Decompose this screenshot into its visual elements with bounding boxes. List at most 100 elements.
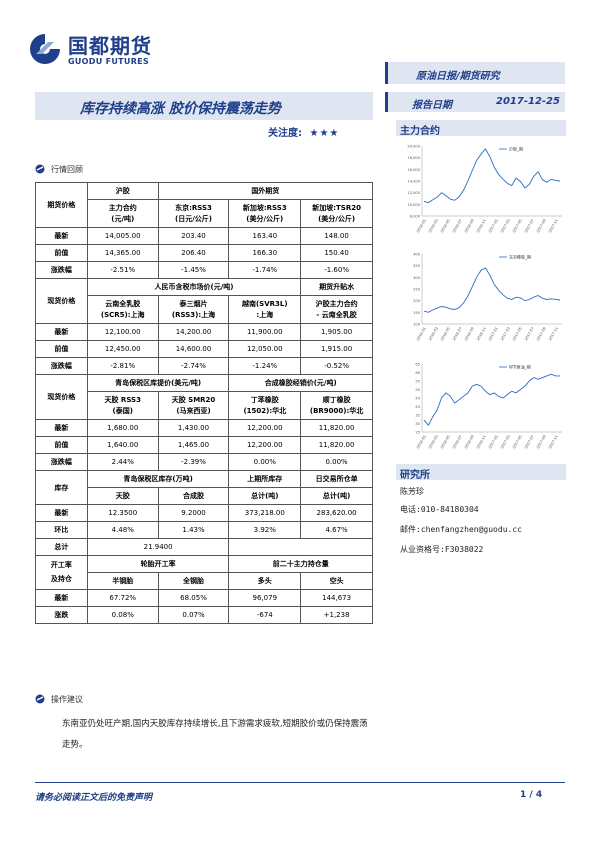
table-row: 最新 67.72% 68.05% 96,079 144,673 (35, 589, 373, 607)
category-text: 原油日报/期货研究 (416, 71, 500, 82)
y-tick-label: 8,000 (410, 215, 421, 219)
x-tick-label: 2017-09 (536, 326, 547, 342)
y-tick-label: 20,000 (407, 145, 420, 149)
legend-label: 沪胶_期 (509, 146, 523, 152)
table-row: 涨跌幅 2.44% -2.39% 0.00% 0.00% (35, 453, 373, 471)
x-tick-label: 2016-11 (476, 219, 487, 234)
row-label: 涨跌幅 (35, 453, 88, 471)
research-title-bar: 研究所 (396, 464, 566, 481)
logo: 国都期货 GUODU FUTURES (28, 30, 188, 74)
cell: 0.00% (300, 453, 373, 471)
cell: 12,100.00 (86, 323, 159, 341)
cell: 1,915.00 (300, 340, 373, 358)
bonded-group1-head: 青岛保税区库提价(美元/吨) (86, 374, 230, 392)
cell: 144,673 (300, 589, 373, 607)
cell: 3.92% (228, 521, 302, 539)
cell: 0.07% (157, 606, 230, 624)
table-row: 涨跌幅 -2.51% -1.45% -1.74% -1.60% (35, 261, 373, 279)
cell: 148.00 (300, 227, 373, 245)
operating-subhead-3: 空头 (300, 572, 373, 590)
y-tick-label: 18,000 (407, 156, 420, 160)
x-tick-label: 2016-01 (416, 219, 427, 234)
analyst-license: 从业资格号:F3038022 (400, 545, 484, 554)
cell: -1.74% (228, 261, 302, 279)
x-tick-label: 2017-09 (536, 218, 547, 234)
y-tick-label: 45 (415, 397, 420, 401)
cell: 1,640.00 (86, 436, 159, 454)
logo-cn: 国都期货 (68, 34, 152, 58)
row-label: 涨跌幅 (35, 261, 88, 279)
futures-subhead-0: 主力合约 (元/吨) (86, 199, 159, 228)
inventory-col4-head: 日交易所仓单 (300, 470, 373, 488)
futures-subhead-3: 新加坡:TSR20 (美分/公斤) (300, 199, 373, 228)
cell: 14,005.00 (86, 227, 159, 245)
cell: 12,200.00 (228, 419, 302, 437)
cell: -1.24% (228, 357, 302, 375)
x-tick-label: 2016-05 (440, 327, 451, 342)
x-tick-label: 2017-05 (512, 435, 523, 450)
cell: 1,905.00 (300, 323, 373, 341)
y-tick-label: 30 (415, 422, 420, 426)
cell: 150.40 (300, 244, 373, 262)
cell: 14,365.00 (86, 244, 159, 262)
row-label: 最新 (35, 323, 88, 341)
cell: -0.52% (300, 357, 373, 375)
x-tick-label: 2017-11 (548, 327, 559, 342)
page-title: 库存持续高涨 胶价保持震荡走势 (80, 101, 281, 117)
y-tick-label: 55 (415, 380, 420, 384)
cell: 12,450.00 (86, 340, 159, 358)
report-date-label: 报告日期 (412, 100, 452, 111)
cell: 206.40 (157, 244, 230, 262)
table-row: 最新 12.3500 9.2000 373,218.00 283,620.00 (35, 504, 373, 522)
table-row: 涨跌幅 -2.81% -2.74% -1.24% -0.52% (35, 357, 373, 375)
inventory-subhead-1: 合成胶 (157, 487, 230, 505)
cell: 67.72% (86, 589, 159, 607)
row-label: 总计 (35, 538, 88, 556)
spot-col4-head: 期货升贴水 (300, 278, 373, 296)
cell: 373,218.00 (228, 504, 302, 522)
x-tick-label: 2017-05 (512, 219, 523, 234)
table-row: 环比 4.48% 1.43% 3.92% 4.67% (35, 521, 373, 539)
inventory-subhead-2: 总计(吨) (228, 487, 302, 505)
y-tick-label: 300 (413, 276, 421, 280)
x-tick-label: 2016-11 (476, 327, 487, 342)
cell: 1,430.00 (157, 419, 230, 437)
row-label: 前值 (35, 340, 88, 358)
operation-text: 东南亚仍处旺产期,国内天胶库存持续增长,且下游需求疲软,短期胶价或仍保持震荡走势… (62, 719, 368, 750)
analyst-email[interactable]: 邮件:chenfangzhen@guodu.cc (400, 525, 522, 534)
cell-empty (228, 538, 373, 556)
y-tick-label: 150 (413, 311, 421, 315)
x-tick-label: 2017-03 (500, 219, 511, 234)
cell: 4.67% (300, 521, 373, 539)
futures-subhead-1: 东京:RSS3 (日元/公斤) (157, 199, 230, 228)
cell: 11,820.00 (300, 419, 373, 437)
row-label: 最新 (35, 227, 88, 245)
x-tick-label: 2016-07 (452, 435, 463, 450)
analyst-name: 陈芳珍 (400, 487, 424, 496)
operating-subhead-1: 全钢胎 (157, 572, 230, 590)
y-tick-label: 350 (413, 264, 421, 268)
cell: 12,200.00 (228, 436, 302, 454)
spot-subhead-1: 泰三烟片 (RSS3):上海 (157, 295, 230, 324)
cell: 0.00% (228, 453, 302, 471)
table-row: 最新 14,005.00 203.40 163.40 148.00 (35, 227, 373, 245)
market-review-label: 行情回顾 (51, 165, 83, 174)
spot-row-label: 现货价格 (35, 278, 88, 324)
y-tick-label: 50 (415, 388, 420, 392)
table-row: 最新 1,680.00 1,430.00 12,200.00 11,820.00 (35, 419, 373, 437)
x-tick-label: 2017-09 (536, 434, 547, 450)
cell: +1,238 (300, 606, 373, 624)
y-tick-label: 35 (415, 414, 420, 418)
y-tick-label: 250 (413, 288, 421, 292)
row-label: 环比 (35, 521, 88, 539)
cell: -2.51% (86, 261, 159, 279)
cell: 12.3500 (86, 504, 159, 522)
cell: 11,820.00 (300, 436, 373, 454)
y-tick-label: 12,000 (407, 191, 420, 195)
title-bar: 库存持续高涨 胶价保持震荡走势 (35, 92, 373, 120)
inventory-row-label: 库存 (35, 470, 88, 505)
y-tick-label: 10,000 (407, 203, 420, 207)
operating-group1-head: 轮胎开工率 (86, 555, 230, 573)
futures-col1-head: 沪胶 (86, 182, 159, 200)
futures-group-head: 国外期货 (157, 182, 374, 200)
